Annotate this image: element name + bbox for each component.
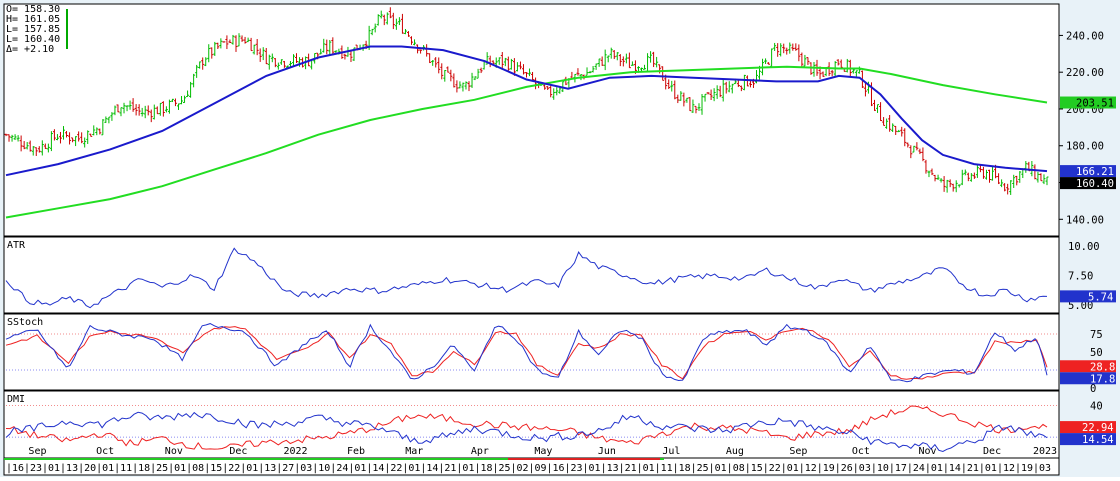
- stoch-tick-label: 75: [1090, 329, 1103, 341]
- dmi-minus-line: [5, 405, 1048, 450]
- ohlc-change: Δ= +2.10: [6, 44, 54, 55]
- month-label: Nov: [165, 446, 183, 457]
- atr-tick-label: 5.00: [1068, 300, 1093, 312]
- indicator-line-layer: [5, 45, 1048, 453]
- stoch-title: SStoch: [7, 317, 43, 328]
- ohlc-low: L= 157.85: [6, 24, 60, 35]
- dmi-tick-label: 40: [1090, 401, 1103, 413]
- axis-label-layer: Sep Oct Nov Dec 2022 Feb Mar Apr May Jun Jul Aug Sep…: [6, 30, 1116, 474]
- price-value-label: 160.40: [1076, 178, 1114, 190]
- month-label: Apr: [471, 446, 489, 457]
- stoch-k-value-box: [1060, 372, 1116, 385]
- sma-50-line: [5, 45, 1048, 177]
- stoch-d-value-box: [1060, 360, 1116, 373]
- stoch-k-line: [5, 323, 1048, 383]
- price-tick-label: 140.00: [1066, 214, 1104, 226]
- dmi-plus-value-box: [1060, 433, 1116, 446]
- ohlc-box: O= 158.30 H= 161.05 L= 157.85 L= 160.40 …: [6, 4, 68, 55]
- month-label: Oct: [852, 446, 870, 457]
- month-label: Aug: [726, 446, 744, 457]
- atr-tick-label: 10.00: [1068, 241, 1100, 253]
- price-value-box: [1060, 96, 1116, 109]
- atr-title: ATR: [7, 240, 26, 251]
- month-label: Sep: [28, 446, 46, 457]
- price-tick-label: 180.00: [1066, 141, 1104, 153]
- atr-value-box: [1060, 290, 1116, 303]
- month-label: Mar: [405, 446, 423, 457]
- stoch-k-value-label: 17.8: [1090, 373, 1115, 385]
- atr-tick-label: 7.50: [1068, 271, 1093, 283]
- price-value-box: [1060, 177, 1116, 190]
- date-axis-green-band: [4, 458, 664, 460]
- price-panel: [3, 3, 1060, 237]
- ohlc-last: L= 160.40: [6, 34, 60, 45]
- dmi-plus-line: [5, 411, 1048, 453]
- day-tick-labels: |16|23|01|13|20|01|11|18|25|01|08|15|22|…: [6, 463, 1051, 474]
- month-label: Sep: [789, 446, 807, 457]
- price-tick-label: 220.00: [1066, 67, 1104, 79]
- atr-line: [5, 247, 1048, 309]
- ohlc-high: H= 161.05: [6, 14, 60, 25]
- atr-value-label: 5.74: [1088, 291, 1113, 303]
- sma-200-line: [5, 65, 1048, 219]
- month-label: May: [534, 446, 552, 457]
- price-value-label: 166.21: [1076, 166, 1114, 178]
- price-value-box: [1060, 165, 1116, 178]
- ohlc-open: O= 158.30: [6, 4, 60, 15]
- month-label: Dec: [229, 446, 247, 457]
- ohlc-mini-candle: [66, 9, 68, 49]
- dmi-title: DMI: [7, 394, 25, 405]
- month-label: Jul: [662, 446, 680, 457]
- stoch-d-line: [5, 326, 1048, 380]
- month-label: Jun: [598, 446, 616, 457]
- dmi-panel: [3, 390, 1060, 459]
- dmi-minus-value-label: 22.94: [1082, 422, 1114, 434]
- stoch-tick-label: 50: [1090, 347, 1103, 359]
- stoch-d-value-label: 28.8: [1090, 361, 1115, 373]
- stoch-panel: [3, 313, 1060, 391]
- month-label: Dec: [983, 446, 1001, 457]
- month-label: Feb: [347, 446, 365, 457]
- dmi-minus-value-box: [1060, 421, 1116, 434]
- month-label: Nov: [918, 446, 936, 457]
- stoch-tick-label: 0: [1090, 383, 1096, 395]
- price-value-label: 203.51: [1076, 98, 1114, 110]
- atr-panel: [3, 236, 1060, 314]
- date-axis-red-band: [508, 458, 660, 460]
- price-tick-label: 240.00: [1066, 30, 1104, 42]
- month-label: Oct: [96, 446, 114, 457]
- candle-layer: [4, 7, 1049, 195]
- dmi-plus-value-label: 14.54: [1082, 434, 1114, 446]
- month-label: 2023: [1033, 446, 1057, 457]
- month-label: 2022: [283, 446, 307, 457]
